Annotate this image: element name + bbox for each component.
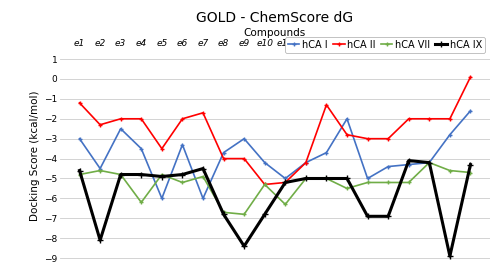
hCA VII bbox=[138, 201, 144, 204]
hCA II bbox=[324, 103, 330, 106]
hCA VII bbox=[426, 161, 432, 164]
hCA I bbox=[118, 127, 124, 130]
hCA I bbox=[159, 197, 165, 200]
X-axis label: Compounds: Compounds bbox=[244, 28, 306, 38]
hCA II bbox=[200, 111, 206, 114]
hCA II bbox=[97, 123, 103, 126]
hCA IX bbox=[364, 215, 370, 218]
hCA I bbox=[447, 133, 453, 136]
hCA II bbox=[180, 117, 186, 120]
hCA II bbox=[364, 137, 370, 140]
hCA II bbox=[118, 117, 124, 120]
hCA IX bbox=[138, 173, 144, 176]
hCA I bbox=[344, 117, 350, 120]
hCA IX bbox=[303, 177, 309, 180]
hCA II bbox=[220, 157, 226, 160]
hCA VII bbox=[159, 173, 165, 176]
Line: hCA I: hCA I bbox=[77, 108, 473, 201]
hCA IX bbox=[241, 245, 247, 248]
hCA II bbox=[76, 101, 82, 105]
hCA VII bbox=[406, 181, 411, 184]
hCA IX bbox=[180, 173, 186, 176]
hCA VII bbox=[364, 181, 370, 184]
hCA I bbox=[426, 161, 432, 164]
hCA I bbox=[282, 177, 288, 180]
hCA II bbox=[282, 181, 288, 184]
hCA IX bbox=[200, 167, 206, 170]
hCA I bbox=[303, 161, 309, 164]
hCA II bbox=[447, 117, 453, 120]
hCA I bbox=[406, 163, 411, 166]
hCA IX bbox=[97, 239, 103, 242]
Y-axis label: Docking Score (kcal/mol): Docking Score (kcal/mol) bbox=[30, 90, 40, 221]
hCA VII bbox=[282, 203, 288, 206]
hCA IX bbox=[262, 213, 268, 216]
hCA I bbox=[324, 151, 330, 154]
hCA VII bbox=[241, 213, 247, 216]
hCA IX bbox=[159, 175, 165, 178]
hCA IX bbox=[447, 254, 453, 258]
hCA I bbox=[97, 167, 103, 170]
hCA I bbox=[468, 109, 473, 112]
hCA IX bbox=[76, 169, 82, 172]
hCA VII bbox=[324, 177, 330, 180]
hCA VII bbox=[97, 169, 103, 172]
hCA II bbox=[406, 117, 411, 120]
hCA VII bbox=[344, 187, 350, 190]
hCA IX bbox=[282, 181, 288, 184]
hCA VII bbox=[200, 175, 206, 178]
hCA IX bbox=[385, 215, 391, 218]
hCA II bbox=[159, 147, 165, 150]
hCA VII bbox=[118, 173, 124, 176]
hCA II bbox=[262, 183, 268, 186]
hCA IX bbox=[468, 163, 473, 166]
hCA IX bbox=[220, 213, 226, 216]
hCA I bbox=[220, 151, 226, 154]
hCA VII bbox=[220, 211, 226, 214]
hCA IX bbox=[324, 177, 330, 180]
hCA II bbox=[344, 133, 350, 136]
hCA II bbox=[138, 117, 144, 120]
hCA VII bbox=[303, 177, 309, 180]
hCA IX bbox=[426, 161, 432, 164]
hCA VII bbox=[447, 169, 453, 172]
hCA VII bbox=[385, 181, 391, 184]
Line: hCA VII: hCA VII bbox=[77, 160, 473, 217]
hCA II bbox=[468, 75, 473, 79]
hCA I bbox=[76, 137, 82, 140]
hCA VII bbox=[76, 173, 82, 176]
hCA VII bbox=[468, 171, 473, 174]
hCA VII bbox=[262, 183, 268, 186]
hCA IX bbox=[118, 173, 124, 176]
hCA I bbox=[241, 137, 247, 140]
hCA I bbox=[364, 177, 370, 180]
hCA II bbox=[303, 161, 309, 164]
hCA I bbox=[180, 143, 186, 146]
hCA I bbox=[262, 161, 268, 164]
hCA VII bbox=[180, 181, 186, 184]
hCA II bbox=[241, 157, 247, 160]
hCA II bbox=[385, 137, 391, 140]
Legend: hCA I, hCA II, hCA VII, hCA IX: hCA I, hCA II, hCA VII, hCA IX bbox=[285, 37, 485, 53]
hCA I bbox=[385, 165, 391, 168]
Line: hCA II: hCA II bbox=[77, 75, 473, 187]
Title: GOLD - ChemScore dG: GOLD - ChemScore dG bbox=[196, 11, 354, 25]
hCA II bbox=[426, 117, 432, 120]
hCA IX bbox=[406, 159, 411, 162]
hCA IX bbox=[344, 177, 350, 180]
Line: hCA IX: hCA IX bbox=[76, 158, 473, 259]
hCA I bbox=[138, 147, 144, 150]
hCA I bbox=[200, 197, 206, 200]
